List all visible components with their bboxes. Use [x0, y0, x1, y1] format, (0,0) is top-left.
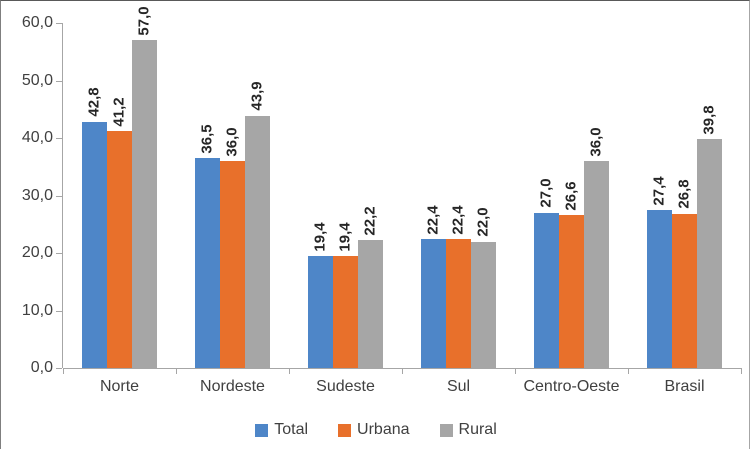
bar-value-label-rural-brasil: 39,8	[700, 105, 718, 135]
y-axis-tick-label: 20,0	[21, 244, 53, 261]
bar-value-label-urbana-brasil: 26,8	[675, 179, 693, 209]
bar-value-label-rural-sudeste: 22,2	[361, 206, 379, 236]
bar-value-label-rural-nordeste: 43,9	[248, 81, 266, 111]
y-axis-tick	[56, 195, 62, 197]
category-label-sul: Sul	[446, 378, 471, 395]
bar-rural-norte	[132, 40, 157, 368]
bar-total-norte	[82, 121, 107, 368]
y-axis-tick-label: 0,0	[30, 359, 53, 376]
category-label-sudeste: Sudeste	[316, 378, 375, 395]
legend-swatch-total	[255, 423, 269, 437]
bar-value-label-urbana-norte: 41,2	[110, 96, 128, 127]
bar-urbana-centro-oeste	[559, 215, 584, 368]
y-axis-tick	[56, 310, 62, 312]
bar-rural-brasil	[697, 139, 722, 368]
legend-label: Total	[274, 421, 309, 438]
bar-value-label-rural-norte: 57,0	[135, 6, 153, 36]
legend-item-rural: Rural	[439, 421, 497, 439]
bar-total-sudeste	[308, 256, 333, 368]
legend-item-total: Total	[255, 421, 308, 439]
bar-value-label-urbana-centro-oeste: 26,6	[562, 180, 580, 211]
legend: Total Urbana Rural	[1, 418, 749, 442]
bar-value-label-total-nordeste: 36,5	[198, 124, 216, 154]
bar-total-sul	[421, 239, 446, 368]
bar-urbana-sudeste	[333, 256, 358, 368]
x-axis-tick	[63, 368, 64, 374]
bar-value-label-urbana-nordeste: 36,0	[223, 126, 241, 157]
bar-urbana-sul	[446, 239, 471, 368]
bar-value-label-total-sudeste: 19,4	[311, 222, 329, 252]
bar-value-label-rural-centro-oeste: 36,0	[587, 126, 605, 157]
legend-swatch-rural	[439, 423, 453, 437]
bar-rural-sul	[471, 241, 496, 368]
legend-item-urbana: Urbana	[338, 421, 410, 439]
bar-total-brasil	[647, 210, 672, 368]
bar-value-label-total-centro-oeste: 27,0	[537, 178, 555, 208]
y-axis-tick-label: 60,0	[21, 14, 53, 31]
plot-area: 0,0 10,0 20,0 30,0 40,0 50,0 60,0 42,8 41,2 57,0 N…	[1, 1, 749, 411]
bar-value-label-urbana-sudeste: 19,4	[336, 222, 354, 252]
bar-value-label-total-brasil: 27,4	[650, 176, 668, 206]
category-label-centro-oeste: Centro-Oeste	[523, 378, 620, 395]
x-axis-tick	[741, 368, 742, 374]
legend-swatch-urbana	[338, 423, 352, 437]
y-axis-tick	[56, 23, 62, 24]
y-axis-tick	[56, 368, 62, 369]
x-axis-tick	[176, 368, 177, 374]
category-label-nordeste: Nordeste	[200, 378, 265, 395]
bar-urbana-nordeste	[220, 161, 245, 368]
bar-value-label-rural-sul: 22,0	[474, 207, 492, 237]
y-axis-tick	[56, 138, 62, 139]
legend-label: Rural	[458, 421, 497, 438]
bar-rural-nordeste	[245, 115, 270, 368]
x-axis-tick	[402, 368, 403, 374]
bar-rural-centro-oeste	[584, 161, 609, 368]
y-axis-tick-label: 50,0	[21, 71, 53, 89]
bar-total-centro-oeste	[534, 212, 559, 368]
y-axis-tick	[56, 253, 62, 254]
x-axis-tick	[628, 368, 629, 374]
category-label-norte: Norte	[99, 378, 140, 395]
bar-rural-sudeste	[358, 240, 383, 368]
y-axis-tick-label: 40,0	[21, 129, 53, 146]
x-axis-tick	[515, 368, 516, 374]
bar-urbana-brasil	[672, 213, 697, 368]
bar-total-nordeste	[195, 158, 220, 368]
bar-value-label-total-sul: 22,4	[424, 205, 442, 235]
bar-urbana-norte	[107, 131, 132, 368]
category-label-brasil: Brasil	[664, 378, 705, 395]
bar-value-label-total-norte: 42,8	[85, 87, 103, 117]
y-axis-line	[62, 23, 63, 368]
bar-value-label-urbana-sul: 22,4	[449, 205, 467, 235]
legend-label: Urbana	[357, 421, 410, 438]
x-axis-tick	[289, 368, 290, 374]
y-axis-tick-label: 10,0	[21, 301, 53, 319]
y-axis-tick	[56, 80, 62, 82]
y-axis-tick-label: 30,0	[21, 186, 53, 204]
